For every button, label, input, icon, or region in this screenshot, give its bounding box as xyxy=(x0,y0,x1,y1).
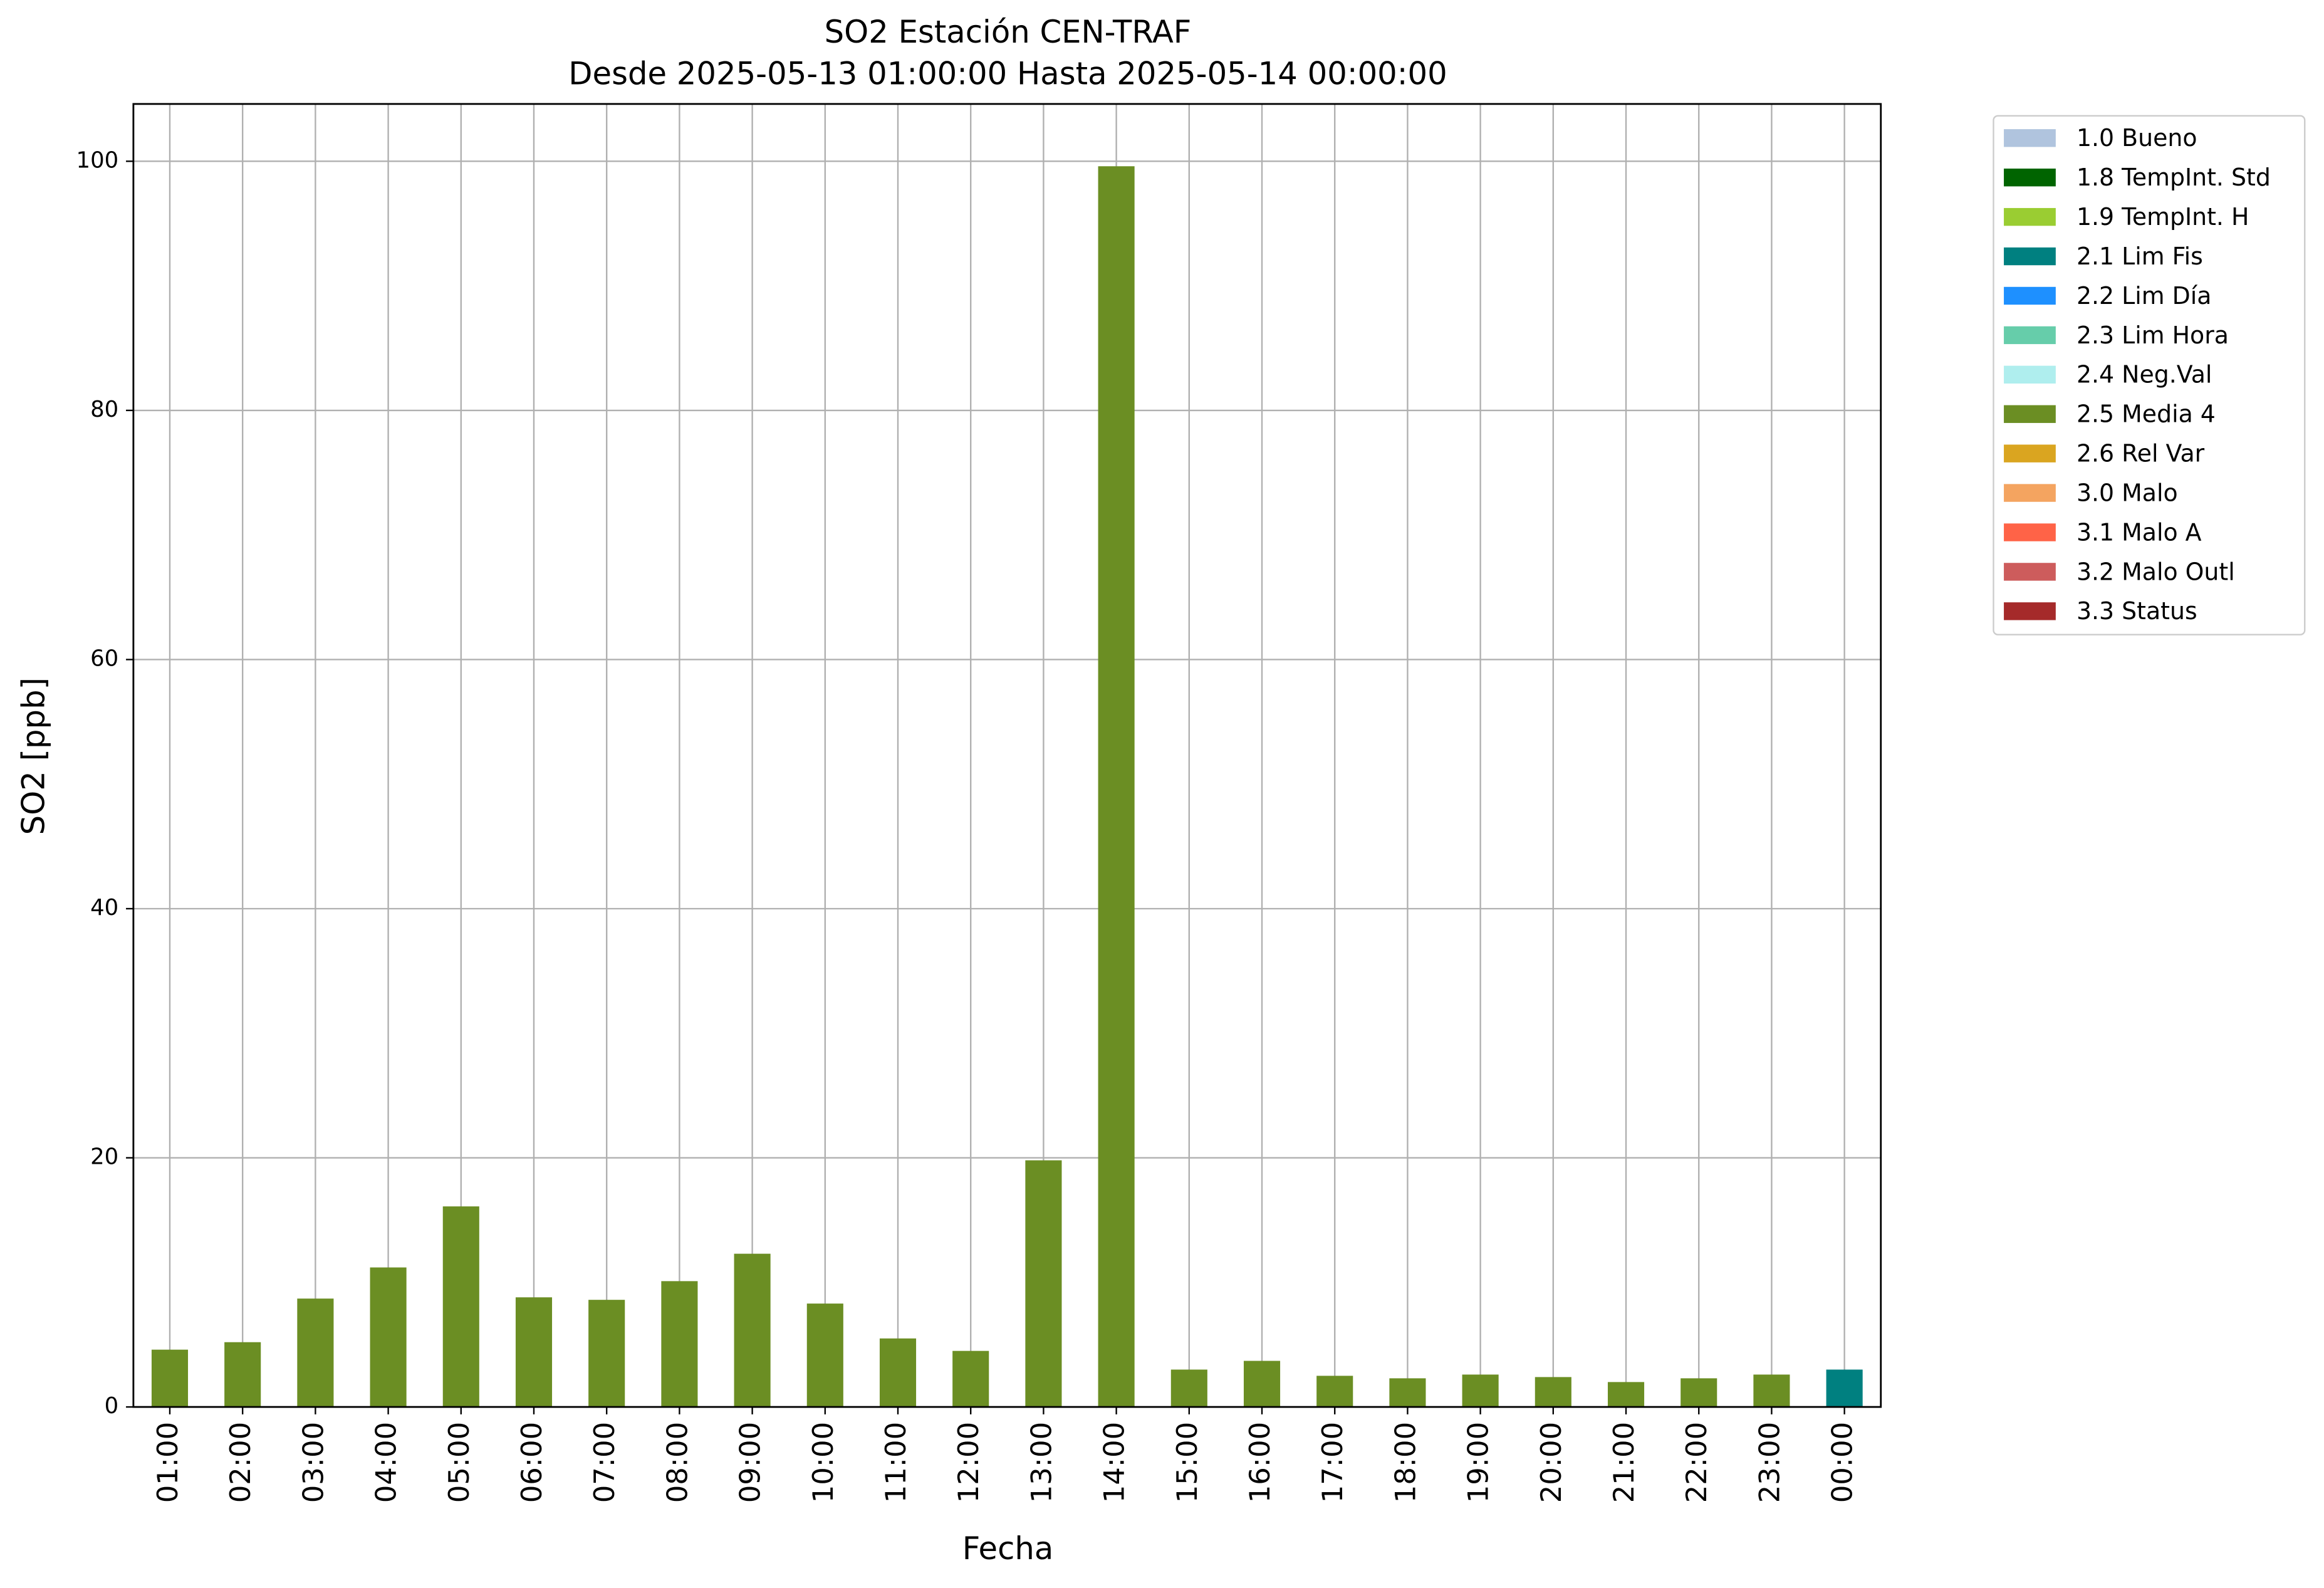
legend-swatch xyxy=(2004,563,2056,581)
legend-label: 2.4 Neg.Val xyxy=(2076,361,2212,389)
bar xyxy=(1170,1369,1207,1408)
x-tick-label: 05:00 xyxy=(442,1422,476,1503)
legend-swatch xyxy=(2004,169,2056,187)
legend-label: 2.1 Lim Fis xyxy=(2076,243,2203,270)
x-tick-label: 03:00 xyxy=(296,1422,330,1503)
legend-swatch xyxy=(2004,602,2056,620)
legend-label: 1.9 TempInt. H xyxy=(2076,203,2249,231)
legend-box xyxy=(1993,115,2306,635)
bar xyxy=(1098,166,1135,1408)
bar xyxy=(1607,1382,1645,1408)
legend-swatch xyxy=(2004,129,2056,147)
x-tick-label: 22:00 xyxy=(1680,1422,1713,1503)
x-tick-label: 07:00 xyxy=(588,1422,621,1503)
x-tick-label: 06:00 xyxy=(515,1422,548,1503)
chart-title: SO2 Estación CEN-TRAF xyxy=(825,14,1192,50)
x-tick-label: 19:00 xyxy=(1462,1422,1495,1503)
bar xyxy=(297,1298,334,1408)
bar xyxy=(952,1350,989,1408)
x-tick-label: 09:00 xyxy=(734,1422,767,1503)
bar xyxy=(442,1206,479,1408)
legend-label: 3.0 Malo xyxy=(2076,479,2178,506)
x-tick-label: 00:00 xyxy=(1826,1422,1859,1503)
bar xyxy=(1535,1377,1571,1408)
x-tick-label: 17:00 xyxy=(1316,1422,1349,1503)
legend-swatch xyxy=(2004,286,2056,305)
y-tick-label: 40 xyxy=(90,895,118,921)
bar xyxy=(734,1253,771,1408)
bar xyxy=(1753,1374,1790,1408)
x-axis-label: Fecha xyxy=(962,1530,1054,1567)
legend-label: 3.1 Malo A xyxy=(2076,518,2202,546)
legend-swatch xyxy=(2004,405,2056,423)
bar xyxy=(1316,1376,1353,1408)
legend-label: 3.3 Status xyxy=(2076,597,2197,625)
chart-subtitle: Desde 2025-05-13 01:00:00 Hasta 2025-05-… xyxy=(568,55,1447,91)
x-tick-label: 21:00 xyxy=(1607,1422,1640,1503)
y-tick-label: 100 xyxy=(76,147,119,173)
legend-label: 1.8 TempInt. Std xyxy=(2076,164,2271,191)
legend-swatch xyxy=(2004,326,2056,345)
y-tick-label: 0 xyxy=(105,1393,119,1419)
bar xyxy=(1680,1378,1717,1408)
bar xyxy=(661,1281,698,1408)
x-tick-label: 18:00 xyxy=(1389,1422,1422,1503)
bar xyxy=(1826,1369,1863,1408)
y-tick-label: 60 xyxy=(90,645,118,671)
x-tick-label: 11:00 xyxy=(879,1422,912,1503)
bar xyxy=(151,1349,189,1408)
x-tick-label: 02:00 xyxy=(224,1422,257,1503)
legend-swatch xyxy=(2004,207,2056,226)
y-tick-label: 20 xyxy=(90,1144,118,1170)
bar xyxy=(1462,1374,1499,1408)
bar xyxy=(1025,1160,1062,1408)
legend-label: 2.5 Media 4 xyxy=(2076,400,2216,428)
plot-frame xyxy=(132,103,1882,1408)
x-tick-label: 13:00 xyxy=(1024,1422,1058,1503)
bar xyxy=(1389,1378,1426,1408)
bar xyxy=(370,1267,407,1408)
bar xyxy=(806,1303,843,1408)
legend-label: 2.3 Lim Hora xyxy=(2076,321,2229,349)
bar xyxy=(1243,1361,1281,1408)
bar xyxy=(224,1342,261,1408)
legend-label: 2.2 Lim Día xyxy=(2076,282,2211,310)
x-tick-label: 20:00 xyxy=(1535,1422,1568,1503)
legend-label: 3.2 Malo Outl xyxy=(2076,558,2235,585)
x-tick-label: 23:00 xyxy=(1753,1422,1786,1503)
bar xyxy=(879,1338,917,1408)
x-tick-label: 14:00 xyxy=(1098,1422,1131,1503)
x-tick-label: 04:00 xyxy=(370,1422,403,1503)
x-tick-label: 15:00 xyxy=(1170,1422,1204,1503)
x-tick-label: 16:00 xyxy=(1243,1422,1276,1503)
legend-label: 1.0 Bueno xyxy=(2076,124,2197,152)
x-tick-label: 08:00 xyxy=(660,1422,694,1503)
x-tick-label: 12:00 xyxy=(952,1422,985,1503)
legend-label: 2.6 Rel Var xyxy=(2076,440,2205,468)
x-tick-label: 10:00 xyxy=(806,1422,840,1503)
legend-swatch xyxy=(2004,247,2056,266)
y-axis-label: SO2 [ppb] xyxy=(15,677,51,835)
x-tick-label: 01:00 xyxy=(151,1422,184,1503)
legend-swatch xyxy=(2004,365,2056,384)
y-tick-label: 80 xyxy=(90,397,118,422)
legend-swatch xyxy=(2004,444,2056,462)
legend-swatch xyxy=(2004,484,2056,502)
bar xyxy=(515,1297,553,1408)
legend-swatch xyxy=(2004,523,2056,541)
bar xyxy=(588,1300,625,1408)
